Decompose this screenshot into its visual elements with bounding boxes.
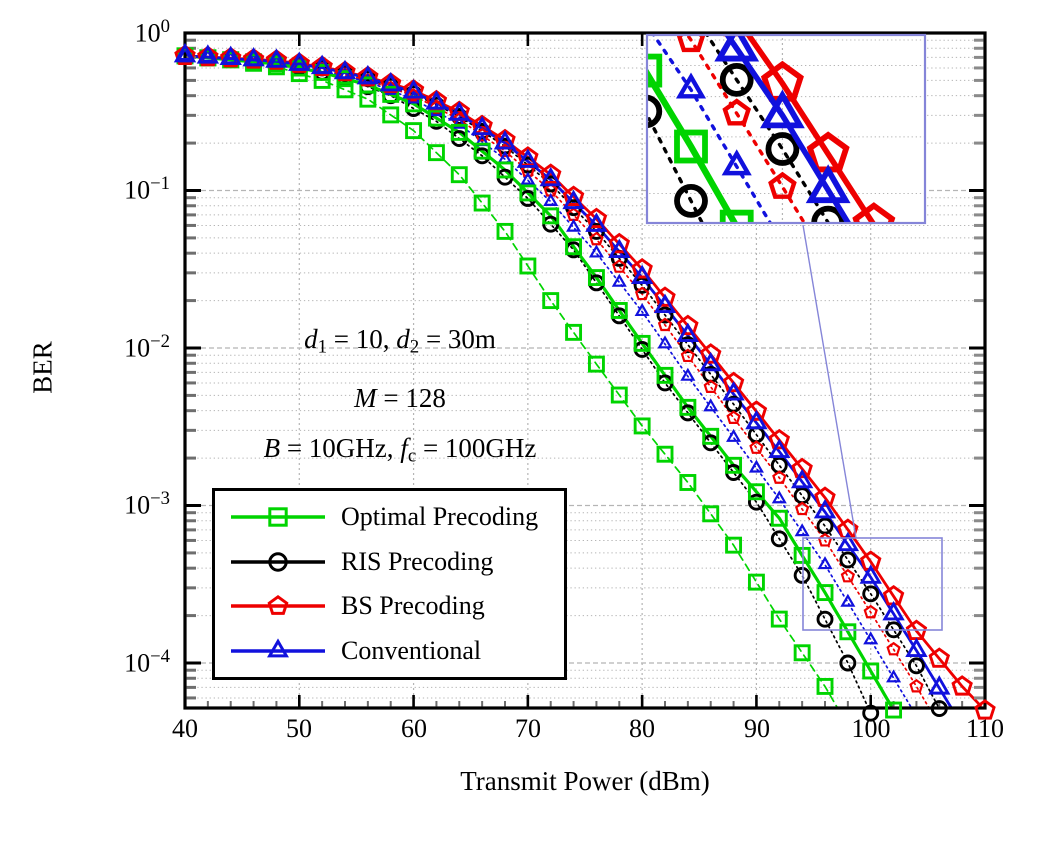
parameter-annotation: d1 = 10, d2 = 30m M = 128 B = 10GHz, fc … bbox=[198, 314, 602, 481]
legend-item: Conventional bbox=[227, 636, 564, 666]
zoom-inset bbox=[645, 33, 927, 225]
zoom-connector-line bbox=[802, 224, 857, 539]
legend-item: Optimal Precoding bbox=[227, 502, 564, 532]
x-axis-label: Transmit Power (dBm) bbox=[460, 766, 710, 796]
legend-sample-optimal bbox=[231, 507, 325, 527]
x-tick-label: 70 bbox=[515, 714, 541, 743]
legend-sample-conventional bbox=[231, 638, 325, 658]
x-tick-label: 80 bbox=[629, 714, 655, 743]
y-axis-label: BER bbox=[27, 341, 58, 394]
series-markers bbox=[173, 42, 996, 722]
x-tick-label: 50 bbox=[286, 714, 312, 743]
x-tick-label: 60 bbox=[401, 714, 427, 743]
x-tick-label: 40 bbox=[172, 714, 198, 743]
x-tick-label: 110 bbox=[965, 714, 1005, 743]
x-tick-label: 90 bbox=[744, 714, 770, 743]
legend-label: RIS Precoding bbox=[341, 546, 494, 576]
legend: Optimal Precoding RIS Precoding BS Preco… bbox=[212, 488, 567, 680]
legend-sample-bs bbox=[231, 595, 325, 616]
y-tick-label: 10−3 bbox=[124, 488, 170, 520]
x-tick-label: 100 bbox=[851, 714, 891, 743]
annotation-line: B = 10GHz, fc = 100GHz bbox=[263, 432, 537, 467]
legend-label: BS Precoding bbox=[341, 591, 485, 621]
annotation-line: M = 128 bbox=[354, 382, 446, 413]
series-line-bs bbox=[185, 55, 930, 708]
annotation-line: d1 = 10, d2 = 30m bbox=[304, 324, 496, 358]
y-tick-label: 10−2 bbox=[124, 331, 170, 363]
legend-item: RIS Precoding bbox=[227, 547, 564, 577]
legend-sample-ris bbox=[231, 552, 325, 572]
legend-label: Optimal Precoding bbox=[341, 502, 539, 532]
y-tick-label: 10−4 bbox=[124, 646, 170, 678]
zoom-source-box bbox=[802, 537, 943, 631]
y-tick-label: 100 bbox=[134, 16, 170, 48]
legend-label: Conventional bbox=[341, 635, 482, 665]
y-tick-label: 10−1 bbox=[124, 173, 170, 205]
legend-item: BS Precoding bbox=[227, 591, 564, 621]
